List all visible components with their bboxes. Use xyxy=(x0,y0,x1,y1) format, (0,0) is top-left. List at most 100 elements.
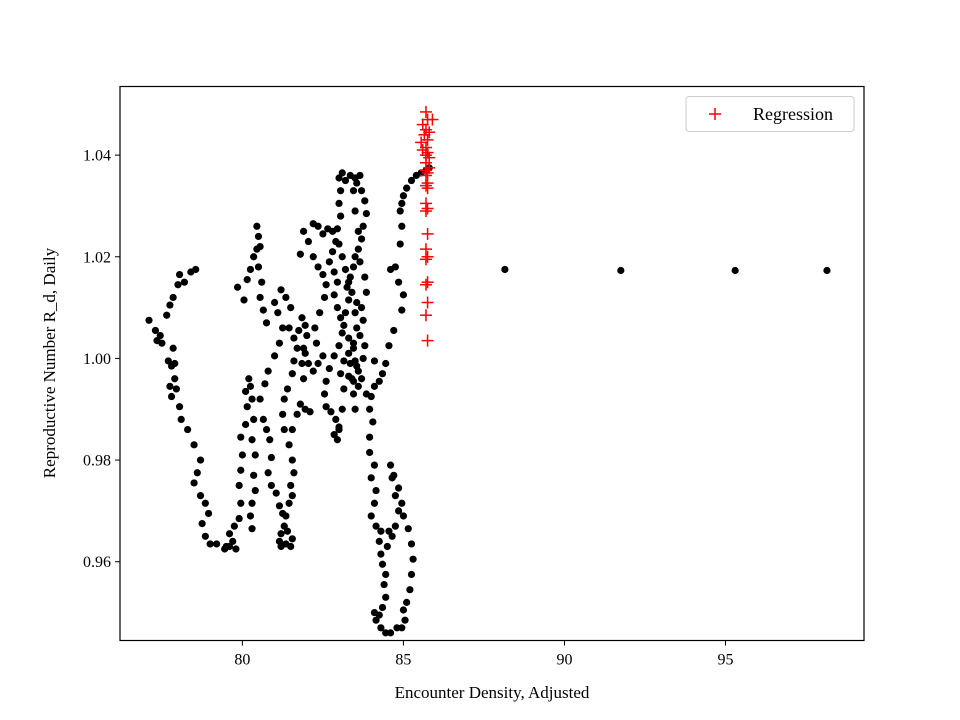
observed-point xyxy=(190,479,198,487)
observed-point xyxy=(295,326,303,335)
observed-point xyxy=(259,306,267,314)
observed-point xyxy=(398,222,406,230)
observed-point xyxy=(382,570,390,579)
observed-point xyxy=(370,382,379,390)
observed-point xyxy=(361,342,369,350)
observed-point xyxy=(404,525,412,533)
observed-point xyxy=(253,222,261,230)
regression-point xyxy=(421,296,434,309)
regression-point xyxy=(416,144,429,157)
observed-point xyxy=(266,436,274,444)
observed-point xyxy=(333,303,342,312)
observed-point xyxy=(335,423,343,431)
observed-point xyxy=(385,527,393,535)
observed-point xyxy=(361,197,369,205)
observed-point xyxy=(156,331,164,340)
observed-point xyxy=(377,624,385,632)
observed-point xyxy=(343,283,351,291)
observed-point xyxy=(330,352,338,360)
observed-point xyxy=(351,253,359,261)
observed-point xyxy=(248,499,256,507)
observed-point xyxy=(309,367,317,375)
observed-point xyxy=(293,410,301,418)
observed-point xyxy=(398,199,406,207)
observed-point xyxy=(166,301,174,309)
regression-point xyxy=(418,128,431,141)
observed-point xyxy=(277,286,285,294)
observed-point xyxy=(311,324,319,332)
y-axis-label: Reproductive Number R_d, Daily xyxy=(40,247,59,478)
observed-point xyxy=(388,474,396,482)
y-tick-label: 0.96 xyxy=(83,554,111,571)
observed-point xyxy=(283,385,292,393)
observed-point xyxy=(267,453,275,462)
observed-point xyxy=(382,359,390,368)
observed-point xyxy=(372,486,380,495)
observed-point xyxy=(340,321,348,329)
observed-point xyxy=(246,382,255,390)
observed-point xyxy=(169,293,177,302)
y-tick-label: 1.02 xyxy=(83,249,111,266)
observed-point xyxy=(280,395,288,403)
observed-point xyxy=(332,415,340,424)
observed-point xyxy=(288,370,296,378)
observed-point xyxy=(361,273,369,281)
observed-point xyxy=(280,425,288,434)
legend: Regression xyxy=(685,96,855,132)
observed-point xyxy=(275,339,284,347)
observed-point xyxy=(501,265,509,274)
observed-point xyxy=(193,469,201,477)
observed-point xyxy=(246,512,255,520)
observed-point xyxy=(192,265,200,274)
observed-point xyxy=(617,266,625,275)
observed-point xyxy=(396,207,404,215)
observed-point xyxy=(250,253,258,261)
observed-point xyxy=(407,570,416,579)
observed-point xyxy=(337,212,345,220)
observed-point xyxy=(385,342,393,350)
observed-point xyxy=(409,555,417,563)
regression-point xyxy=(419,179,432,192)
observed-point xyxy=(354,245,362,253)
regression-point xyxy=(419,205,432,218)
observed-point xyxy=(303,331,311,340)
observed-point xyxy=(398,624,406,632)
observed-point xyxy=(330,431,338,439)
observed-point xyxy=(282,512,290,520)
data-points xyxy=(145,105,831,637)
observed-point xyxy=(196,492,205,500)
observed-point xyxy=(330,268,338,276)
observed-point xyxy=(279,324,287,332)
observed-point xyxy=(345,334,353,342)
observed-point xyxy=(229,537,237,545)
observed-point xyxy=(174,281,182,289)
y-tick-label: 1.04 xyxy=(83,148,111,165)
observed-point xyxy=(243,403,251,411)
observed-point xyxy=(348,288,356,296)
observed-point xyxy=(288,425,296,434)
regression-point xyxy=(421,250,434,263)
observed-point xyxy=(356,331,364,340)
observed-point xyxy=(272,489,280,497)
observed-point xyxy=(322,377,330,385)
regression-point xyxy=(419,243,432,256)
observed-point xyxy=(394,278,403,286)
observed-point xyxy=(287,303,295,312)
observed-point xyxy=(293,344,301,352)
observed-point xyxy=(301,349,309,357)
regression-point xyxy=(423,126,436,139)
observed-point xyxy=(166,382,174,390)
observed-point xyxy=(201,499,209,507)
observed-point xyxy=(287,481,295,490)
observed-point xyxy=(372,522,380,530)
observed-point xyxy=(184,425,192,434)
observed-point xyxy=(225,530,234,538)
y-tick-label: 0.98 xyxy=(83,453,111,470)
observed-point xyxy=(370,357,379,365)
observed-point xyxy=(309,253,317,261)
observed-point xyxy=(145,316,153,324)
observed-point xyxy=(348,375,356,383)
observed-point xyxy=(213,540,221,548)
observed-point xyxy=(359,222,367,230)
